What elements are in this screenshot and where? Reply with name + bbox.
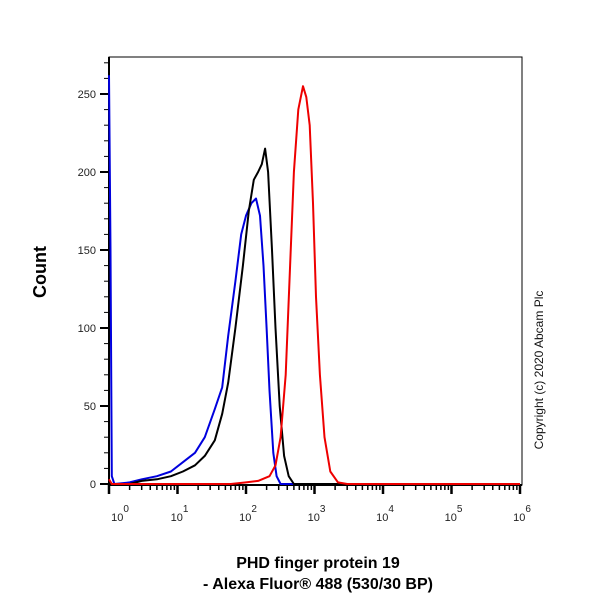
x-axis-label-line1: PHD finger protein 19 <box>236 555 400 572</box>
y-tick-label: 100 <box>78 323 96 335</box>
x-tick-label: 101 <box>171 504 189 524</box>
y-tick-label: 250 <box>78 89 96 101</box>
y-tick-label: 200 <box>78 167 96 179</box>
copyright-text: Copyright (c) 2020 Abcam Plc <box>532 291 546 450</box>
y-axis-label: Count <box>30 246 50 298</box>
x-tick-label: 103 <box>308 504 326 524</box>
x-tick-label: 102 <box>239 504 257 524</box>
y-tick-label: 50 <box>84 401 96 413</box>
y-tick-label: 0 <box>90 479 96 491</box>
x-tick-label: 106 <box>513 504 531 524</box>
y-tick-label: 150 <box>78 245 96 257</box>
histogram-series-2 <box>108 85 520 485</box>
x-tick-label: 105 <box>445 504 463 524</box>
x-tick-label: 104 <box>376 504 394 524</box>
histogram-series-1 <box>109 147 520 485</box>
histogram-series-0 <box>108 75 520 485</box>
x-axis-label-line2: - Alexa Fluor® 488 (530/30 BP) <box>203 576 433 593</box>
x-tick-label: 100 <box>111 504 129 524</box>
